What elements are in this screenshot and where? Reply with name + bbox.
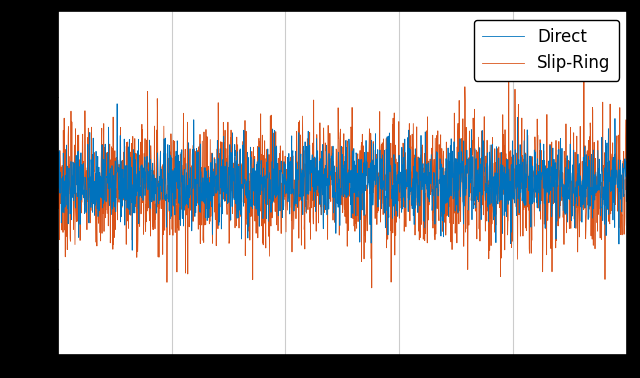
Line: Direct: Direct xyxy=(58,104,627,250)
Slip-Ring xyxy=(607,212,614,216)
Slip-Ring xyxy=(316,186,323,191)
Slip-Ring xyxy=(331,183,339,187)
Slip-Ring xyxy=(368,286,376,290)
Slip-Ring xyxy=(83,169,90,173)
Legend: Direct, Slip-Ring: Direct, Slip-Ring xyxy=(474,20,619,81)
Slip-Ring xyxy=(505,61,513,65)
Line: Slip-Ring: Slip-Ring xyxy=(58,63,627,288)
Direct xyxy=(502,214,510,219)
Direct xyxy=(113,102,121,106)
Slip-Ring xyxy=(54,127,61,131)
Slip-Ring xyxy=(502,204,510,208)
Direct xyxy=(54,171,61,175)
Direct xyxy=(623,197,631,201)
Slip-Ring xyxy=(607,167,615,172)
Direct xyxy=(83,188,90,193)
Direct xyxy=(607,175,614,180)
Direct xyxy=(129,248,136,253)
Direct xyxy=(331,190,339,195)
Slip-Ring xyxy=(623,188,631,192)
Direct xyxy=(607,188,615,193)
Direct xyxy=(316,202,324,207)
